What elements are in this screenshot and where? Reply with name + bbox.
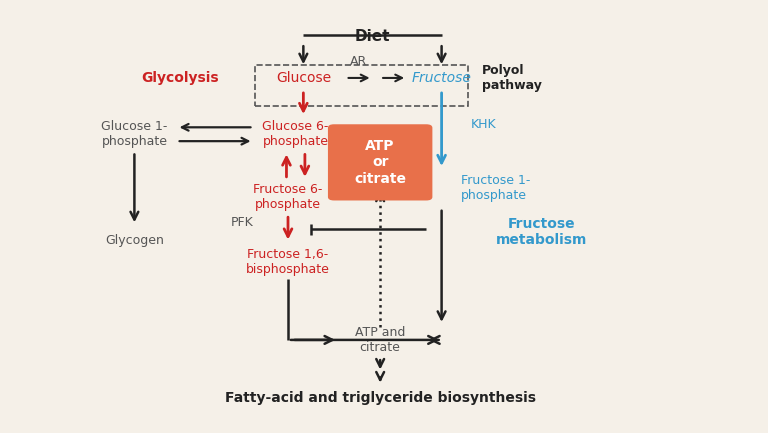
- FancyBboxPatch shape: [328, 124, 432, 200]
- Text: Glucose 6-
phosphate: Glucose 6- phosphate: [263, 120, 329, 148]
- Text: AR: AR: [350, 55, 367, 68]
- Bar: [255, 65, 468, 106]
- Text: Glycolysis: Glycolysis: [141, 71, 219, 85]
- Text: Fructose 1-
phosphate: Fructose 1- phosphate: [461, 174, 530, 202]
- Text: Glucose: Glucose: [276, 71, 331, 85]
- Text: Fructose 6-
phosphate: Fructose 6- phosphate: [253, 183, 323, 211]
- Text: Fructose: Fructose: [412, 71, 472, 85]
- Text: Glucose 1-
phosphate: Glucose 1- phosphate: [101, 120, 167, 148]
- Text: ATP and
citrate: ATP and citrate: [355, 326, 406, 354]
- Text: KHK: KHK: [471, 118, 496, 131]
- Text: Fatty-acid and triglyceride biosynthesis: Fatty-acid and triglyceride biosynthesis: [225, 391, 535, 405]
- Text: Glycogen: Glycogen: [105, 234, 164, 247]
- Text: PFK: PFK: [230, 216, 253, 229]
- Text: Fructose
metabolism: Fructose metabolism: [496, 216, 587, 247]
- Text: ATP
or
citrate: ATP or citrate: [354, 139, 406, 186]
- Text: Polyol
pathway: Polyol pathway: [482, 64, 542, 92]
- Text: Diet: Diet: [355, 29, 390, 44]
- Text: Fructose 1,6-
bisphosphate: Fructose 1,6- bisphosphate: [246, 248, 330, 276]
